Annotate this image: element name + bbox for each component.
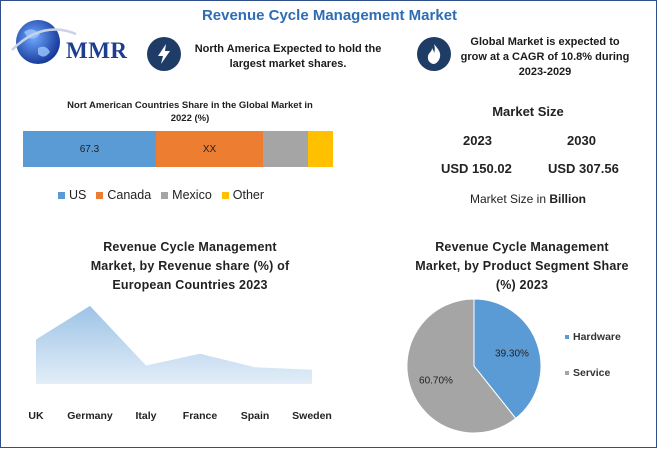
legend-label: Mexico xyxy=(172,188,212,202)
bar-segment-canada: XX xyxy=(155,131,264,167)
mmr-logo: MMR xyxy=(8,14,132,70)
legend-swatch xyxy=(161,191,169,199)
legend-swatch xyxy=(58,191,65,199)
area-series xyxy=(36,305,312,384)
legend-label: Other xyxy=(232,188,265,202)
pie-chart-title: Revenue Cycle Management Market, by Prod… xyxy=(415,240,629,292)
pie-chart: 39.30% 60.70% Hardware Service xyxy=(406,298,621,434)
pie-legend-label: Service xyxy=(573,367,611,379)
market-size-year-2023: 2023 xyxy=(463,133,492,148)
pie-legend-label: Hardware xyxy=(573,331,621,343)
pie-legend-swatch xyxy=(565,371,569,375)
legend-label: Canada xyxy=(107,188,152,202)
market-size-unit: Market Size in Billion xyxy=(469,192,587,206)
legend-label: US xyxy=(69,188,87,202)
bar-segment-mexico xyxy=(263,131,309,167)
logo-text: MMR xyxy=(66,38,128,63)
area-chart-title: Revenue Cycle Management Market, by Reve… xyxy=(90,240,290,292)
market-size-title: Market Size xyxy=(492,104,564,119)
legend-swatch xyxy=(221,191,229,199)
pie-data-label: 60.70% xyxy=(419,375,453,386)
legend-item-us: US xyxy=(58,188,86,202)
x-tick-label: Sweden xyxy=(292,410,332,422)
lightning-icon xyxy=(147,37,181,71)
flame-icon xyxy=(417,37,451,71)
stacked-bar-title: Nort American Countries Share in the Glo… xyxy=(67,100,313,124)
x-tick-label: Germany xyxy=(67,410,113,422)
stacked-bar: 67.3 XX xyxy=(23,131,333,167)
x-tick-label: UK xyxy=(28,410,44,422)
stacked-bar-legend: US Canada Mexico Other xyxy=(58,188,264,202)
globe-icon xyxy=(11,20,77,64)
pie-slice-service xyxy=(406,298,517,434)
market-size-year-2030: 2030 xyxy=(567,133,596,148)
x-tick-label: Italy xyxy=(135,410,156,422)
pie-slice-hardware xyxy=(473,298,542,420)
headline-north-america: North America Expected to hold the large… xyxy=(194,43,382,70)
x-tick-label: Spain xyxy=(241,410,270,422)
bar-segment-other xyxy=(308,131,333,167)
market-size-value-2030: USD 307.56 xyxy=(548,161,619,176)
bar-segment-us: 67.3 xyxy=(23,131,156,167)
legend-item-other: Other xyxy=(221,188,265,202)
legend-item-mexico: Mexico xyxy=(161,188,212,202)
pie-data-label: 39.30% xyxy=(495,349,529,360)
x-tick-label: France xyxy=(183,410,218,422)
page-title: Revenue Cycle Management Market xyxy=(201,7,458,24)
headline-global-cagr: Global Market is expected to grow at a C… xyxy=(460,36,630,78)
market-size-value-2023: USD 150.02 xyxy=(441,161,512,176)
area-chart: UK Germany Italy France Spain Sweden xyxy=(28,305,332,422)
legend-item-canada: Canada xyxy=(96,188,151,202)
pie-legend-swatch xyxy=(565,335,569,339)
legend-swatch xyxy=(96,191,104,199)
